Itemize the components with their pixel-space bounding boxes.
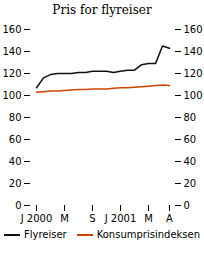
- html-text:Konsumprisindeksen: Konsumprisindeksen: [96, 229, 200, 240]
- html-text:Flyreiser: Flyreiser: [23, 229, 67, 240]
- svg-text:0: 0: [184, 200, 190, 211]
- svg-text:100: 100: [184, 90, 203, 101]
- svg-text:60: 60: [184, 134, 197, 145]
- svg-text:M: M: [144, 213, 153, 224]
- svg-text:80: 80: [184, 112, 197, 123]
- svg-text:160: 160: [184, 24, 203, 35]
- svg-text:0: 0: [15, 200, 21, 211]
- svg-text:M: M: [60, 213, 69, 224]
- svg-text:120: 120: [184, 68, 203, 79]
- svg-text:20: 20: [9, 178, 22, 189]
- svg-text:40: 40: [9, 156, 22, 167]
- svg-text:20: 20: [184, 178, 197, 189]
- svg-text:100: 100: [2, 90, 21, 101]
- svg-text:J 2000: J 2000: [20, 213, 53, 224]
- svg-text:140: 140: [2, 46, 21, 57]
- html-text:Pris for flyreiser: Pris for flyreiser: [52, 3, 152, 17]
- svg-text:140: 140: [184, 46, 203, 57]
- svg-text:160: 160: [2, 24, 21, 35]
- svg-text:40: 40: [184, 156, 197, 167]
- svg-text:J 2001: J 2001: [104, 213, 137, 224]
- svg-text:60: 60: [9, 134, 22, 145]
- svg-text:80: 80: [9, 112, 22, 123]
- svg-text:120: 120: [2, 68, 21, 79]
- svg-text:A: A: [166, 213, 173, 224]
- svg-text:S: S: [89, 213, 95, 224]
